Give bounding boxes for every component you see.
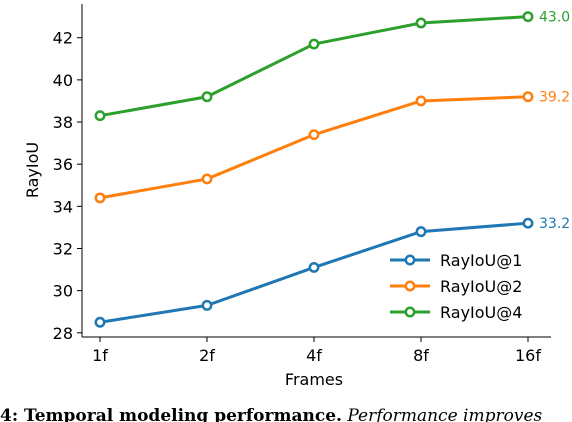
data-point (201, 173, 213, 185)
series-line (99, 95, 529, 200)
y-tick-label: 32 (53, 239, 73, 258)
x-axis-label: Frames (285, 370, 343, 389)
data-point (415, 95, 427, 107)
figure-caption: 4: Temporal modeling performance. Perfor… (0, 406, 572, 422)
legend-marker (404, 306, 416, 318)
end-value-label: 39.2 (539, 90, 570, 106)
data-point (522, 217, 534, 229)
y-tick-label: 28 (53, 324, 73, 343)
x-tick-label: 8f (413, 346, 429, 365)
data-point (94, 110, 106, 122)
data-point (308, 38, 320, 50)
y-tick-label: 38 (53, 113, 73, 132)
y-tick-label: 42 (53, 29, 73, 48)
y-tick-label: 40 (53, 71, 73, 90)
data-point (94, 316, 106, 328)
x-tick-label: 1f (92, 346, 108, 365)
data-point (522, 11, 534, 23)
legend-label: RayIoU@4 (440, 303, 522, 322)
end-value-label: 43.0 (539, 10, 570, 26)
x-tick-label: 4f (306, 346, 322, 365)
data-point (94, 192, 106, 204)
y-tick-label: 36 (53, 155, 73, 174)
caption-bold: 4: Temporal modeling performance. (0, 406, 342, 422)
x-tick-label: 16f (515, 346, 541, 365)
y-axis-label: RayIoU (23, 142, 42, 198)
legend-marker (404, 280, 416, 292)
y-tick-label: 30 (53, 282, 73, 301)
legend-marker (404, 254, 416, 266)
x-tick-label: 2f (199, 346, 215, 365)
legend-label: RayIoU@1 (440, 251, 522, 270)
data-point (308, 129, 320, 141)
end-value-label: 33.2 (539, 216, 570, 232)
caption-italic: Performance improves (341, 406, 543, 422)
data-point (201, 91, 213, 103)
data-point (522, 91, 534, 103)
data-point (308, 261, 320, 273)
data-point (201, 299, 213, 311)
data-point (415, 17, 427, 29)
legend-label: RayIoU@2 (440, 277, 522, 296)
y-tick-label: 34 (53, 197, 73, 216)
chart-svg: 28 30 32 34 36 38 40 42 1f 2f 4f 8f 16f Frames RayIoU 3… (23, 4, 570, 389)
series-line (99, 15, 529, 118)
data-point (415, 226, 427, 238)
